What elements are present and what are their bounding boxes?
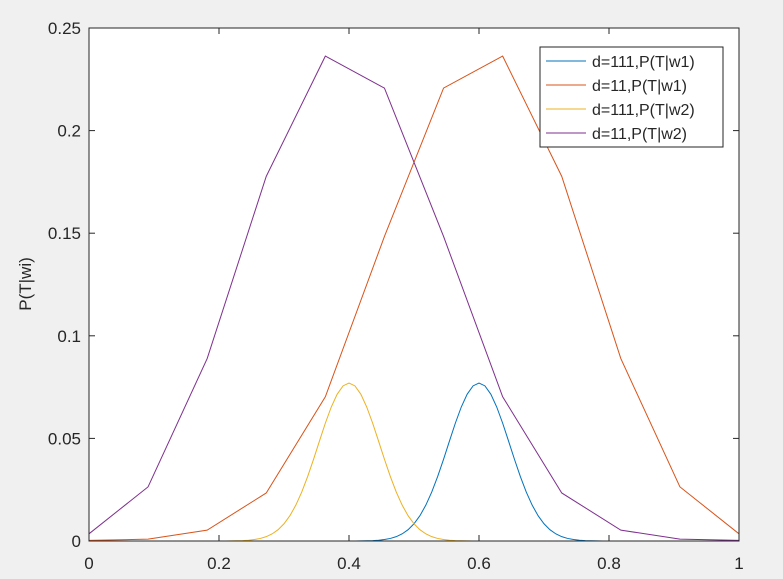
y-tick-label: 0.25	[48, 19, 81, 38]
x-tick-label: 0.8	[597, 554, 621, 573]
legend-box	[539, 46, 724, 148]
x-tick-label: 0	[84, 554, 93, 573]
y-tick-label: 0.05	[48, 429, 81, 448]
x-tick-label: 0.6	[467, 554, 491, 573]
legend-label: d=111,P(T|w1)	[592, 54, 695, 71]
legend-label: d=11,P(T|w1)	[592, 78, 687, 95]
legend-label: d=11,P(T|w2)	[592, 126, 687, 143]
legend-label: d=111,P(T|w2)	[592, 102, 695, 119]
y-tick-label: 0.2	[57, 122, 81, 141]
series-line-4	[88, 55, 740, 541]
y-tick-label: 0	[72, 532, 81, 551]
y-axis-label: P(T|wi)	[16, 257, 35, 311]
x-tick-label: 0.4	[337, 554, 361, 573]
y-axis-ticks: 0 0.05 0.1 0.15 0.2 0.25	[48, 19, 739, 551]
x-tick-label: 1	[734, 554, 743, 573]
x-axis-ticks: 0 0.2 0.4 0.6 0.8 1	[84, 28, 744, 573]
y-tick-label: 0.15	[48, 224, 81, 243]
x-tick-label: 0.2	[207, 554, 231, 573]
y-tick-label: 0.1	[57, 327, 81, 346]
legend[interactable]: d=111,P(T|w1) d=11,P(T|w1) d=111,P(T|w2) d=…	[539, 46, 724, 148]
